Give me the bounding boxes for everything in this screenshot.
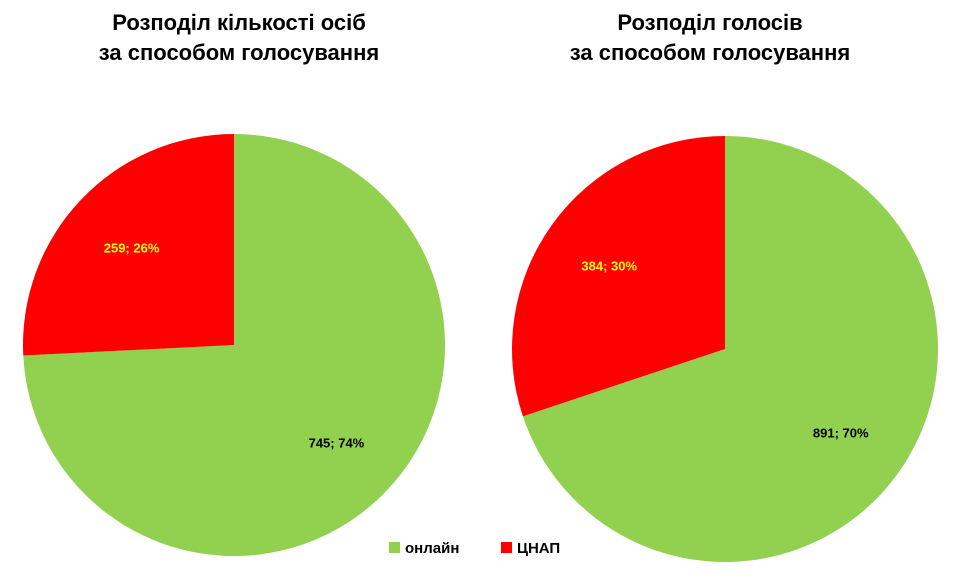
- pie-1-data-label-online: 745; 74%: [309, 435, 365, 450]
- pie-2-slice-cnap: [512, 136, 725, 417]
- legend-label-online: онлайн: [405, 540, 459, 557]
- chart-2-title-line-2: за способом голосування: [570, 40, 850, 65]
- chart-2-title-line-1: Розподіл голосів: [617, 10, 802, 35]
- pie-2-data-label-cnap: 384; 30%: [581, 259, 637, 274]
- legend-swatch-cnap: [501, 542, 512, 553]
- pie-2-slice-online: [522, 136, 939, 562]
- legend: онлайн ЦНАП: [389, 540, 560, 557]
- pie-1-data-label-cnap: 259; 26%: [104, 241, 160, 256]
- chart-1-title-line-1: Розподіл кількості осіб: [112, 10, 366, 35]
- pie-2-data-label-online: 891; 70%: [813, 425, 869, 440]
- pie-chart-1: 745; 74% 259; 26%: [23, 134, 446, 556]
- legend-label-cnap: ЦНАП: [517, 540, 560, 557]
- pie-1-slice-cnap: [23, 134, 234, 356]
- chart-1-title-line-2: за способом голосування: [99, 40, 379, 65]
- pie-1-slice-online: [23, 134, 446, 556]
- pie-chart-2: 891; 70% 384; 30%: [512, 136, 939, 562]
- legend-swatch-online: [389, 542, 400, 553]
